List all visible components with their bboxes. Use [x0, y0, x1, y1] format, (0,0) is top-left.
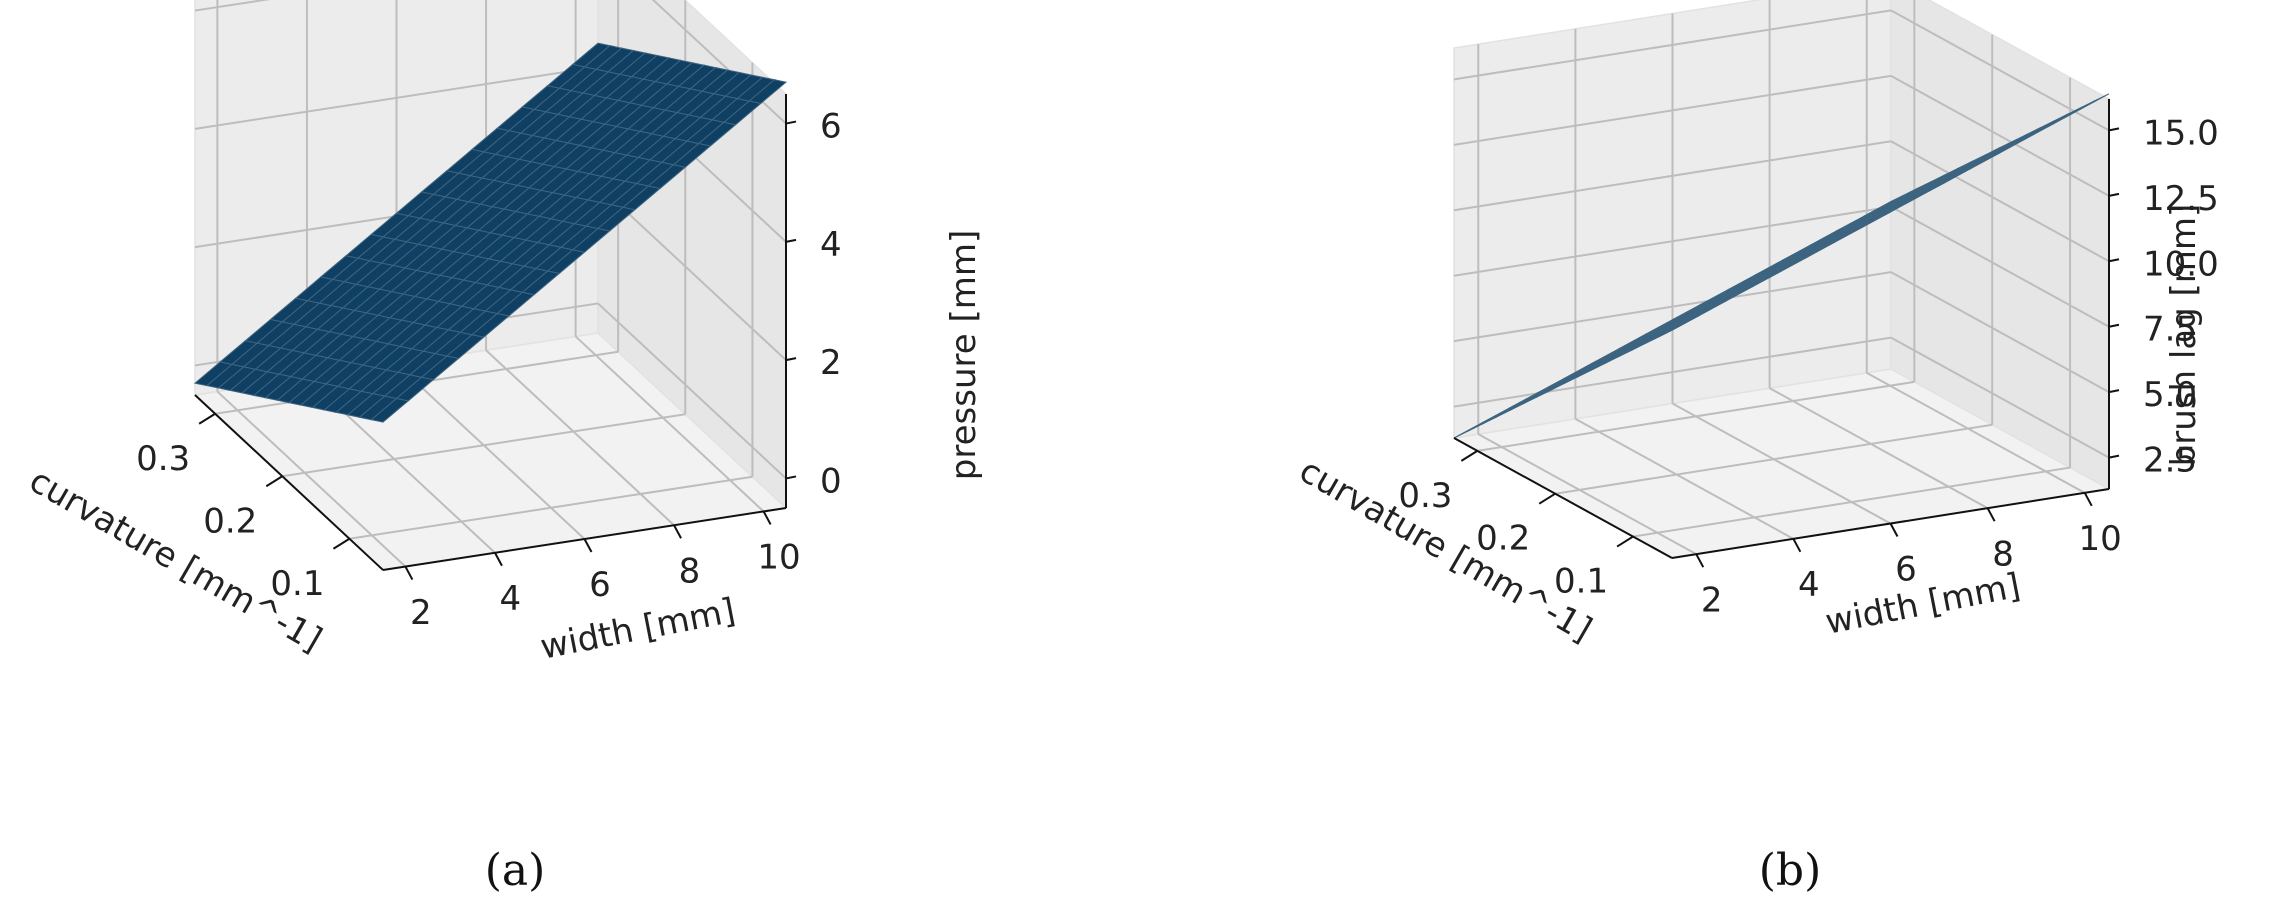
value-tick-mark: [2108, 258, 2120, 263]
curvature-tick-mark: [265, 475, 283, 488]
gridline: [1632, 466, 2071, 538]
curvature-tick-label: 0.1: [1554, 562, 1608, 602]
chart-panel-b: 2 4 6 8 10 0.1 0.2 0.3 2.5 5.0 7.5 10.0 12.5 15.0 widt…: [1293, 0, 2219, 896]
width-tick-label: 6: [1895, 550, 1917, 590]
width-tick-label: 8: [1992, 534, 2014, 574]
width-tick-mark: [1695, 553, 1705, 568]
width-tick-label: 6: [589, 565, 611, 605]
value-tick-mark: [2108, 192, 2120, 197]
width-tick-mark: [404, 566, 414, 581]
curvature-tick-label: 0.2: [203, 501, 257, 541]
gridline: [194, 65, 599, 130]
value-tick-mark: [2108, 127, 2120, 132]
gridline: [1453, 9, 1892, 81]
width-tick-label: 4: [500, 579, 522, 619]
gridline: [1574, 417, 1794, 540]
width-tick-mark: [2083, 492, 2093, 507]
gridline: [597, 302, 787, 480]
gridline: [1890, 74, 2110, 197]
gridline: [194, 0, 271, 12]
gridline: [349, 475, 753, 540]
value-tick-label: 2.5: [2143, 441, 2197, 481]
value-tick-mark: [2108, 389, 2120, 394]
curvature-tick-label: 0.3: [136, 439, 190, 479]
curvature-tick-label: 0.3: [1398, 476, 1452, 516]
curvature-tick-mark: [1616, 535, 1634, 548]
width-tick-label: 10: [757, 538, 800, 578]
panel-label: (a): [485, 845, 546, 896]
width-tick-label: 4: [1798, 565, 1820, 605]
gridline: [282, 413, 686, 478]
gridline: [1866, 371, 2086, 494]
curvature-tick-mark: [1538, 492, 1556, 505]
gridline: [485, 349, 675, 526]
gridline: [216, 390, 407, 568]
curvature-tick-mark: [1460, 450, 1478, 462]
gridline: [1453, 336, 1892, 408]
value-tick-label: 15.0: [2143, 113, 2219, 153]
surface: [193, 42, 788, 423]
width-tick-label: 2: [410, 593, 432, 633]
curvature-tick-mark: [332, 537, 350, 550]
value-tick-mark: [2108, 454, 2120, 459]
width-tick-mark: [494, 552, 503, 567]
value-axis-label: pressure [mm]: [944, 230, 984, 480]
value-tick-mark: [785, 475, 797, 480]
value-tick-label: 2: [820, 343, 842, 383]
gridline: [1769, 387, 1989, 510]
width-tick-mark: [762, 510, 772, 525]
value-tick-label: 0: [820, 461, 842, 501]
value-tick-mark: [785, 120, 797, 125]
surface: [1453, 93, 2110, 439]
gridline: [1453, 140, 1892, 212]
width-tick-mark: [1792, 538, 1802, 553]
value-tick-mark: [2108, 323, 2120, 328]
value-tick-label: 10.0: [2143, 244, 2219, 284]
gridline: [1555, 423, 1993, 495]
value-tick-label: 6: [820, 107, 842, 147]
value-axis-label: brush lag [mm]: [2164, 204, 2204, 467]
gridline: [1477, 380, 1915, 452]
gridline: [395, 363, 586, 540]
value-tick-label: 4: [820, 225, 842, 265]
curvature-tick-label: 0.1: [270, 564, 324, 604]
width-tick-label: 10: [2078, 519, 2121, 559]
gridline: [1453, 74, 1892, 146]
gridline: [1477, 433, 1697, 556]
width-axis-label: width [mm]: [1822, 566, 2023, 643]
width-tick-mark: [583, 538, 593, 553]
panel-label: (b): [1759, 845, 1822, 896]
width-axis-label: width [mm]: [537, 591, 738, 668]
gridline: [1453, 205, 1892, 277]
width-tick-mark: [1986, 507, 1996, 522]
gridline: [1890, 336, 2110, 459]
value-tick-label: 7.5: [2143, 310, 2197, 350]
gridline: [1890, 205, 2110, 328]
width-tick-mark: [1889, 523, 1899, 537]
width-tick-label: 8: [679, 551, 701, 591]
gridline: [574, 335, 765, 513]
curvature-axis-label: curvature [mm^-1]: [23, 461, 329, 661]
gridline: [1890, 271, 2110, 394]
curvature-tick-mark: [198, 412, 216, 425]
gridline: [1890, 9, 2110, 132]
value-tick-mark: [785, 357, 797, 362]
curvature-tick-label: 0.2: [1476, 519, 1530, 559]
curvature-axis-line: [1453, 437, 1673, 559]
gridline: [1890, 140, 2110, 263]
width-tick-label: 2: [1701, 580, 1723, 620]
gridline: [1672, 402, 1891, 525]
value-tick-label: 5.0: [2143, 375, 2197, 415]
value-tick-mark: [785, 238, 797, 243]
surface-cell: [571, 42, 611, 68]
value-tick-label: 12.5: [2143, 179, 2219, 219]
surface-cell: [1863, 194, 1905, 217]
gridline: [1453, 271, 1892, 343]
curvature-axis-line: [194, 394, 384, 571]
width-tick-mark: [673, 524, 682, 539]
